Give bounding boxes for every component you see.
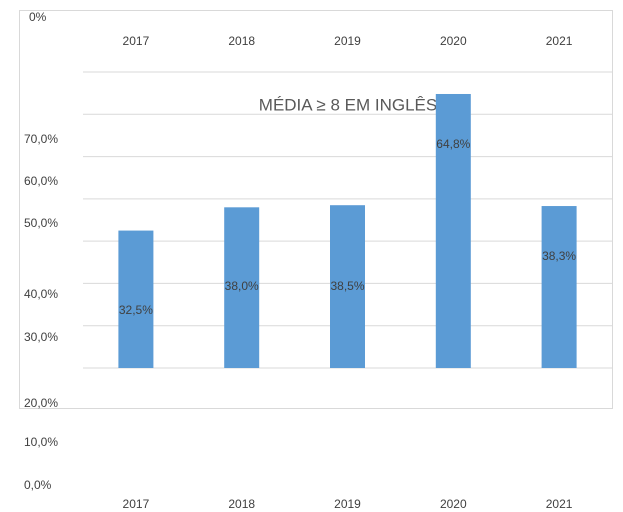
x-tick-label: 2018 bbox=[228, 497, 255, 511]
y-tick-label: 70,0% bbox=[24, 132, 58, 146]
bar bbox=[541, 206, 577, 368]
y-tick-label: 10,0% bbox=[24, 435, 58, 449]
bar bbox=[435, 93, 471, 368]
corner-label: 0% bbox=[29, 10, 47, 24]
x-tick-label-top: 2017 bbox=[123, 34, 150, 48]
x-tick-label-top: 2020 bbox=[440, 34, 467, 48]
bar bbox=[330, 205, 365, 368]
value-label: 38,0% bbox=[225, 279, 259, 293]
value-label: 32,5% bbox=[119, 303, 153, 317]
x-tick-label: 2020 bbox=[440, 497, 467, 511]
x-tick-label-top: 2021 bbox=[546, 34, 573, 48]
chart-frame bbox=[19, 10, 613, 409]
y-tick-label: 0,0% bbox=[24, 478, 52, 492]
x-tick-label: 2019 bbox=[334, 497, 361, 511]
bar bbox=[118, 230, 154, 368]
value-label: 64,8% bbox=[436, 137, 470, 151]
value-label: 38,3% bbox=[542, 249, 576, 263]
y-tick-label: 40,0% bbox=[24, 287, 58, 301]
bar bbox=[224, 207, 260, 368]
value-label: 38,5% bbox=[330, 279, 364, 293]
x-tick-label: 2021 bbox=[546, 497, 573, 511]
y-tick-label: 20,0% bbox=[24, 396, 58, 410]
y-tick-label: 50,0% bbox=[24, 216, 58, 230]
x-tick-label-top: 2018 bbox=[228, 34, 255, 48]
y-tick-label: 60,0% bbox=[24, 174, 58, 188]
x-tick-label-top: 2019 bbox=[334, 34, 361, 48]
chart-title: MÉDIA ≥ 8 EM INGLÊS bbox=[259, 95, 437, 114]
y-tick-label: 30,0% bbox=[24, 330, 58, 344]
x-tick-label: 2017 bbox=[123, 497, 150, 511]
